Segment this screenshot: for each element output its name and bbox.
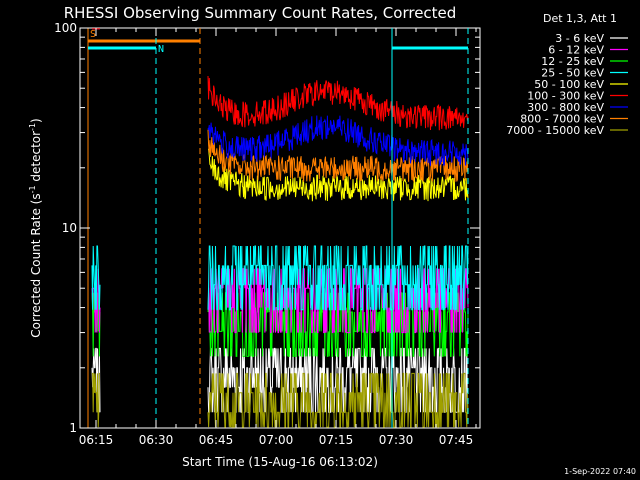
chart-title: RHESSI Observing Summary Count Rates, Co…	[64, 4, 457, 22]
saa-label: S	[90, 29, 96, 40]
x-tick-label: 06:15	[79, 433, 114, 447]
legend-label: 6 - 12 keV	[548, 44, 604, 57]
y-axis-label: Corrected Count Rate (s-1 detector-1)	[28, 118, 43, 337]
series-line-25-50keV	[91, 245, 469, 311]
legend-label: 3 - 6 keV	[555, 32, 604, 45]
x-tick-label: 07:00	[259, 433, 294, 447]
legend-label: 25 - 50 keV	[541, 67, 604, 80]
night-label: N	[158, 44, 164, 55]
y-tick-label: 1	[69, 421, 77, 435]
legend-label: 7000 - 15000 keV	[506, 124, 604, 137]
x-tick-label: 06:45	[199, 433, 234, 447]
legend-label: 50 - 100 keV	[534, 78, 604, 91]
x-tick-label: 07:45	[439, 433, 474, 447]
legend-label: 800 - 7000 keV	[520, 113, 604, 126]
legend-label: 300 - 800 keV	[527, 101, 604, 114]
x-tick-label: 07:30	[379, 433, 414, 447]
x-axis-label: Start Time (15-Aug-16 06:13:02)	[182, 455, 378, 469]
legend-label: 12 - 25 keV	[541, 55, 604, 68]
timestamp: 1-Sep-2022 07:40	[564, 467, 636, 476]
legend-label: 100 - 300 keV	[527, 90, 604, 103]
legend-header: Det 1,3, Att 1	[543, 12, 617, 25]
y-tick-label: 10	[62, 221, 77, 235]
y-tick-label: 100	[54, 21, 77, 35]
x-tick-label: 07:15	[319, 433, 354, 447]
x-tick-label: 06:30	[139, 433, 174, 447]
series-line-7000-15000keV	[92, 372, 469, 428]
